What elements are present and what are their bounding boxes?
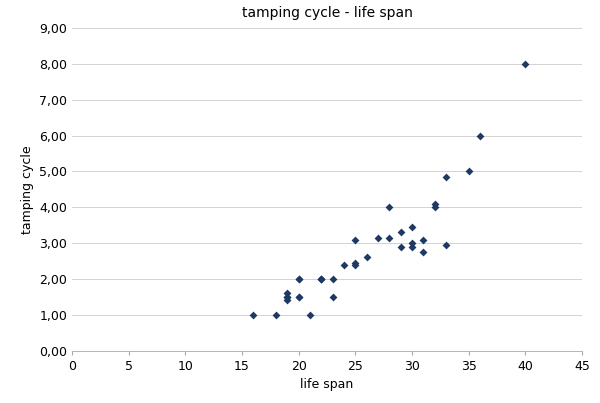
Point xyxy=(350,260,360,266)
Point xyxy=(385,235,394,241)
Point xyxy=(317,276,326,282)
Y-axis label: tamping cycle: tamping cycle xyxy=(20,145,34,234)
Point xyxy=(385,204,394,210)
Point xyxy=(407,243,417,250)
Point xyxy=(317,276,326,282)
Point xyxy=(294,294,304,300)
Point xyxy=(294,276,304,282)
Point xyxy=(317,276,326,282)
Point xyxy=(350,262,360,268)
Point xyxy=(283,294,292,300)
Point xyxy=(464,168,473,175)
Point xyxy=(419,236,428,243)
Point xyxy=(441,174,451,180)
Point xyxy=(339,262,349,268)
Point xyxy=(396,243,406,250)
Point xyxy=(283,294,292,300)
Point xyxy=(271,312,281,318)
Point xyxy=(350,236,360,243)
Point xyxy=(430,204,439,210)
Point xyxy=(294,294,304,300)
Point xyxy=(407,240,417,246)
X-axis label: life span: life span xyxy=(301,378,353,391)
Point xyxy=(373,235,383,241)
Point xyxy=(475,133,485,139)
Point xyxy=(283,297,292,304)
Point xyxy=(441,242,451,248)
Point xyxy=(419,249,428,256)
Point xyxy=(430,201,439,207)
Point xyxy=(294,276,304,282)
Point xyxy=(328,294,337,300)
Title: tamping cycle - life span: tamping cycle - life span xyxy=(242,6,412,20)
Point xyxy=(305,312,315,318)
Point xyxy=(248,312,258,318)
Point xyxy=(396,229,406,236)
Point xyxy=(328,276,337,282)
Point xyxy=(283,290,292,297)
Point xyxy=(407,224,417,230)
Point xyxy=(521,61,530,67)
Point xyxy=(362,254,371,261)
